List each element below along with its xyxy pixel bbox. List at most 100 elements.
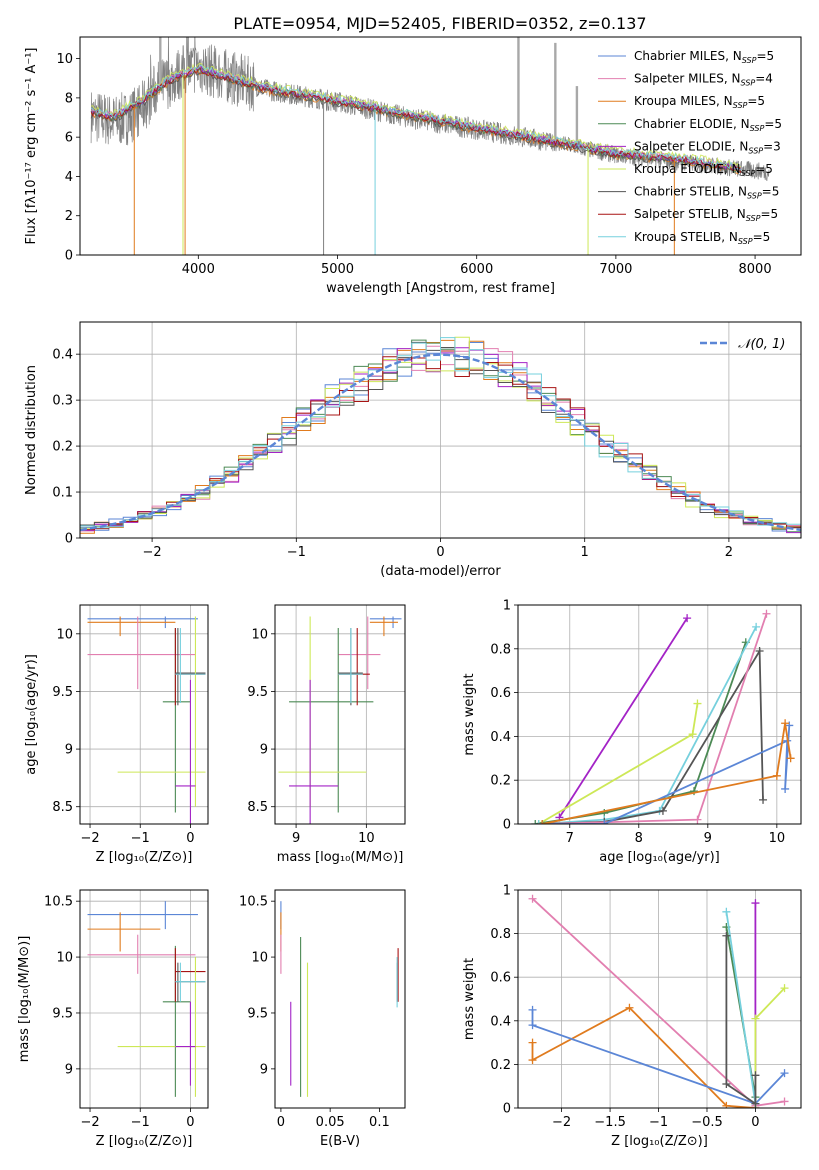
data-marker — [528, 1056, 537, 1065]
data-marker — [780, 1097, 789, 1106]
series-line — [538, 703, 699, 824]
data-marker — [786, 754, 795, 763]
y-tick-label: 9.5 — [52, 685, 73, 700]
data-marker — [751, 1014, 760, 1023]
histogram-ks — [80, 337, 801, 538]
y-tick-label: 9 — [260, 743, 268, 758]
age_vs_Z-grid — [80, 605, 208, 824]
point-sm — [87, 934, 196, 974]
age_vs_mass-grid — [275, 605, 405, 824]
series-se — [555, 614, 692, 822]
x-tick-label: 0.1 — [369, 1115, 390, 1130]
age_vs_Z-plot-area — [87, 616, 206, 824]
x-axis-label: wavelength [Angstrom, rest frame] — [326, 281, 555, 296]
y-tick-label: 2 — [65, 209, 73, 224]
point-se — [175, 1001, 196, 1086]
axes-frame — [79, 604, 209, 825]
y-tick-label: 0 — [65, 532, 73, 547]
legend-label-se: Salpeter ELODIE, NSSP=3 — [634, 139, 781, 155]
data-marker — [538, 820, 547, 824]
y-tick-label: 0 — [503, 818, 511, 833]
y-tick-label: 10 — [56, 951, 73, 966]
y-tick-label: 10.5 — [239, 895, 268, 910]
y-tick-label: 6 — [65, 131, 73, 146]
y-tick-label: 9 — [65, 743, 73, 758]
data-marker — [722, 1101, 731, 1108]
x-tick-label: −2 — [552, 1115, 571, 1130]
point-ke — [117, 957, 206, 1097]
y-axis-label: mass [log₁₀(M/M⊙)] — [17, 936, 32, 1063]
data-marker — [722, 907, 731, 916]
series-line — [531, 1009, 786, 1105]
point-ss — [338, 628, 370, 706]
axes-frame — [274, 889, 406, 1109]
age_vs_Z-panel: −2 −1 0 8.5 9 9.5 10 Z [log₁₀(Z/Z⊙)] age [log₁₀(… — [24, 604, 209, 865]
data-marker — [690, 787, 699, 796]
point-ce — [162, 628, 191, 813]
legend-label-km: Kroupa MILES, NSSP=5 — [634, 94, 765, 110]
data-marker — [751, 1071, 760, 1080]
series-ke — [751, 984, 789, 1108]
y-tick-label: 0 — [503, 1102, 511, 1117]
age_vs_mass-panel: 9 10 8.5 9 9.5 10 mass [log₁₀(M/M⊙)] — [247, 604, 406, 865]
y-tick-label: 0.2 — [490, 1058, 511, 1073]
data-marker — [781, 719, 790, 728]
series-cm — [528, 1005, 789, 1108]
data-marker — [528, 1038, 537, 1047]
x-tick-label: 10 — [358, 831, 375, 846]
y-tick-label: 9.5 — [247, 685, 268, 700]
series-line — [542, 725, 791, 824]
data-marker — [772, 771, 781, 780]
mass_vs_Z-grid — [80, 890, 208, 1108]
series-line — [754, 987, 786, 1108]
y-tick-label: 9 — [65, 1062, 73, 1077]
y-tick-label: 0 — [65, 249, 73, 264]
axes-frame — [517, 889, 802, 1109]
mass_vs_EBV-axes: 0 0.05 0.1 9 9.5 10 10.5 E(B-V) — [239, 889, 406, 1149]
x-tick-label: 2 — [725, 545, 733, 560]
y-tick-label: 0.8 — [490, 642, 511, 657]
data-marker — [534, 820, 543, 824]
series-km — [538, 719, 795, 824]
y-axis-label: mass weight — [462, 673, 477, 755]
data-marker — [693, 699, 702, 708]
y-tick-label: 9.5 — [247, 1006, 268, 1021]
x-tick-label: 1 — [581, 545, 589, 560]
y-axis-label: mass weight — [462, 958, 477, 1040]
weight_vs_Z-plot-area — [528, 894, 789, 1108]
series-line — [725, 911, 757, 1104]
x-tick-label: −2 — [80, 831, 99, 846]
x-tick-label: 0 — [436, 545, 444, 560]
y-axis-label: age [log₁₀(age/yr)] — [24, 654, 39, 775]
age_vs_mass-axes: 9 10 8.5 9 9.5 10 mass [log₁₀(M/M⊙)] — [247, 604, 406, 865]
y-tick-label: 9 — [260, 1062, 268, 1077]
point-sm — [87, 616, 196, 690]
x-axis-label: Z [log₁₀(Z/Z⊙)] — [96, 850, 193, 865]
series-km — [528, 1003, 760, 1108]
mass_vs_EBV-panel: 0 0.05 0.1 9 9.5 10 10.5 E(B-V) — [239, 889, 406, 1149]
data-marker — [780, 984, 789, 993]
data-marker — [755, 646, 764, 655]
x-tick-label: 9 — [704, 831, 712, 846]
point-ce — [162, 945, 191, 1097]
point-ks — [175, 962, 206, 1002]
x-tick-label: 5000 — [321, 262, 354, 277]
point-ks — [175, 628, 206, 703]
data-marker — [780, 1069, 789, 1078]
observed-spectrum — [90, 37, 770, 182]
axes-frame — [79, 889, 209, 1109]
residual-legend: 𝒩(0, 1) — [700, 337, 785, 352]
y-tick-label: 10 — [251, 951, 268, 966]
data-marker — [693, 815, 702, 824]
y-tick-label: 10 — [56, 627, 73, 642]
legend-label-gaussian: 𝒩(0, 1) — [738, 337, 785, 352]
data-marker — [683, 614, 692, 623]
x-tick-label: 0 — [277, 1115, 285, 1130]
data-marker — [625, 1003, 634, 1012]
y-tick-label: 10 — [251, 627, 268, 642]
y-tick-label: 0.4 — [490, 730, 511, 745]
model-spectrum-cs — [90, 69, 741, 176]
residuals-panel: −2 −1 0 1 2 0 0.1 0.2 0.3 0.4 (data-model)/error No… — [24, 321, 802, 579]
data-marker — [785, 721, 794, 730]
